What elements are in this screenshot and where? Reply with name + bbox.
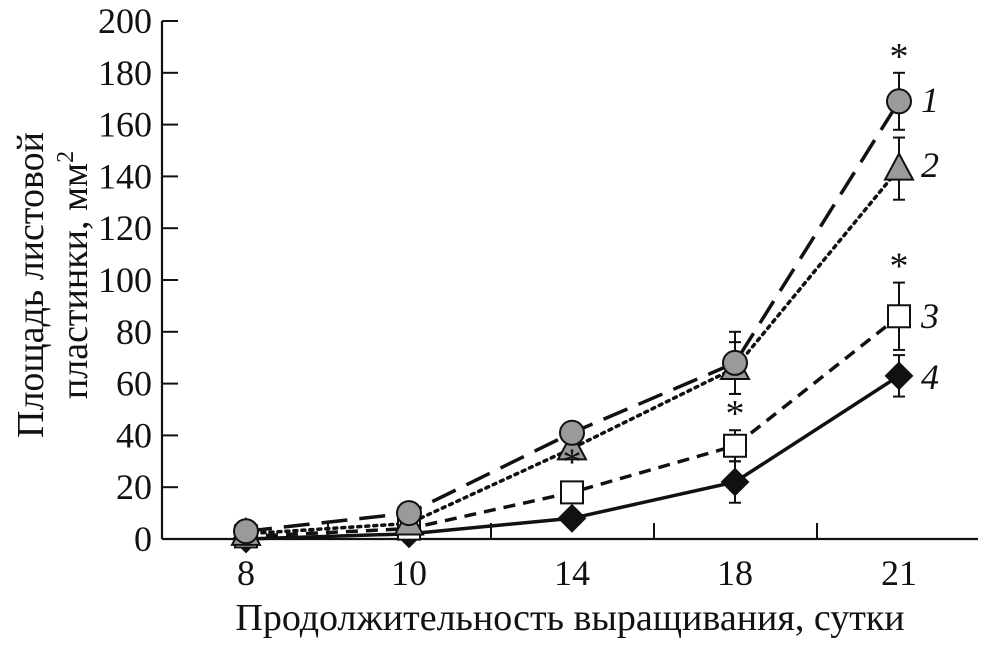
y-tick-label: 200 <box>98 1 152 41</box>
significance-star: * <box>890 246 909 288</box>
series-label-4: 4 <box>921 357 939 397</box>
y-tick-label: 80 <box>116 312 152 352</box>
svg-text:Площадь листовой: Площадь листовой <box>10 132 52 438</box>
series-2-point <box>556 431 588 461</box>
series-label-3: 3 <box>920 296 939 336</box>
y-tick-label: 180 <box>98 53 152 93</box>
series-4-point <box>557 503 587 533</box>
y-axis-title: Площадь листовой пластинки, мм2 <box>10 132 96 438</box>
x-tick-label: 18 <box>717 553 753 593</box>
series-1-point <box>233 518 259 545</box>
series-3-point <box>887 304 911 329</box>
y-tick-label: 40 <box>116 415 152 455</box>
x-tick-label: 8 <box>237 553 255 593</box>
x-tick-label: 14 <box>554 553 590 593</box>
series-4-point <box>884 361 914 391</box>
y-axis-title-line2: пластинки, мм <box>54 163 96 399</box>
x-ticks: 8 10 14 18 21 <box>237 523 917 593</box>
series-4-point <box>720 467 750 497</box>
y-tick-label: 120 <box>98 208 152 248</box>
series-1-point <box>886 88 912 115</box>
y-tick-label: 160 <box>98 105 152 145</box>
y-tick-label: 20 <box>116 467 152 507</box>
series-label-2: 2 <box>921 145 939 185</box>
y-tick-label: 140 <box>98 156 152 196</box>
series-label-1: 1 <box>921 80 939 120</box>
series-1-point <box>396 500 422 527</box>
y-axis-title-superscript: 2 <box>53 151 79 163</box>
y-tick-label: 0 <box>134 519 152 559</box>
x-axis-title: Продолжительность выращивания, сутки <box>235 597 904 639</box>
y-tick-label: 100 <box>98 260 152 300</box>
significance-star: * <box>726 393 745 435</box>
series-1-point <box>559 419 585 446</box>
significance-star: * <box>563 441 582 483</box>
x-tick-label: 21 <box>881 553 917 593</box>
series-layer: * * * * 1 2 3 4 <box>230 36 939 554</box>
y-tick-label: 60 <box>116 364 152 404</box>
svg-text:пластинки, мм2: пластинки, мм2 <box>53 151 96 399</box>
y-axis-title-line1: Площадь листовой <box>10 132 52 438</box>
series-3-point <box>723 433 747 458</box>
series-2-point <box>883 151 915 181</box>
y-ticks: 0 20 40 60 80 100 120 140 160 180 200 <box>98 1 178 559</box>
series-1-point <box>722 349 748 376</box>
significance-star: * <box>890 36 909 78</box>
series-3-point <box>560 480 584 505</box>
x-tick-label: 10 <box>391 553 427 593</box>
